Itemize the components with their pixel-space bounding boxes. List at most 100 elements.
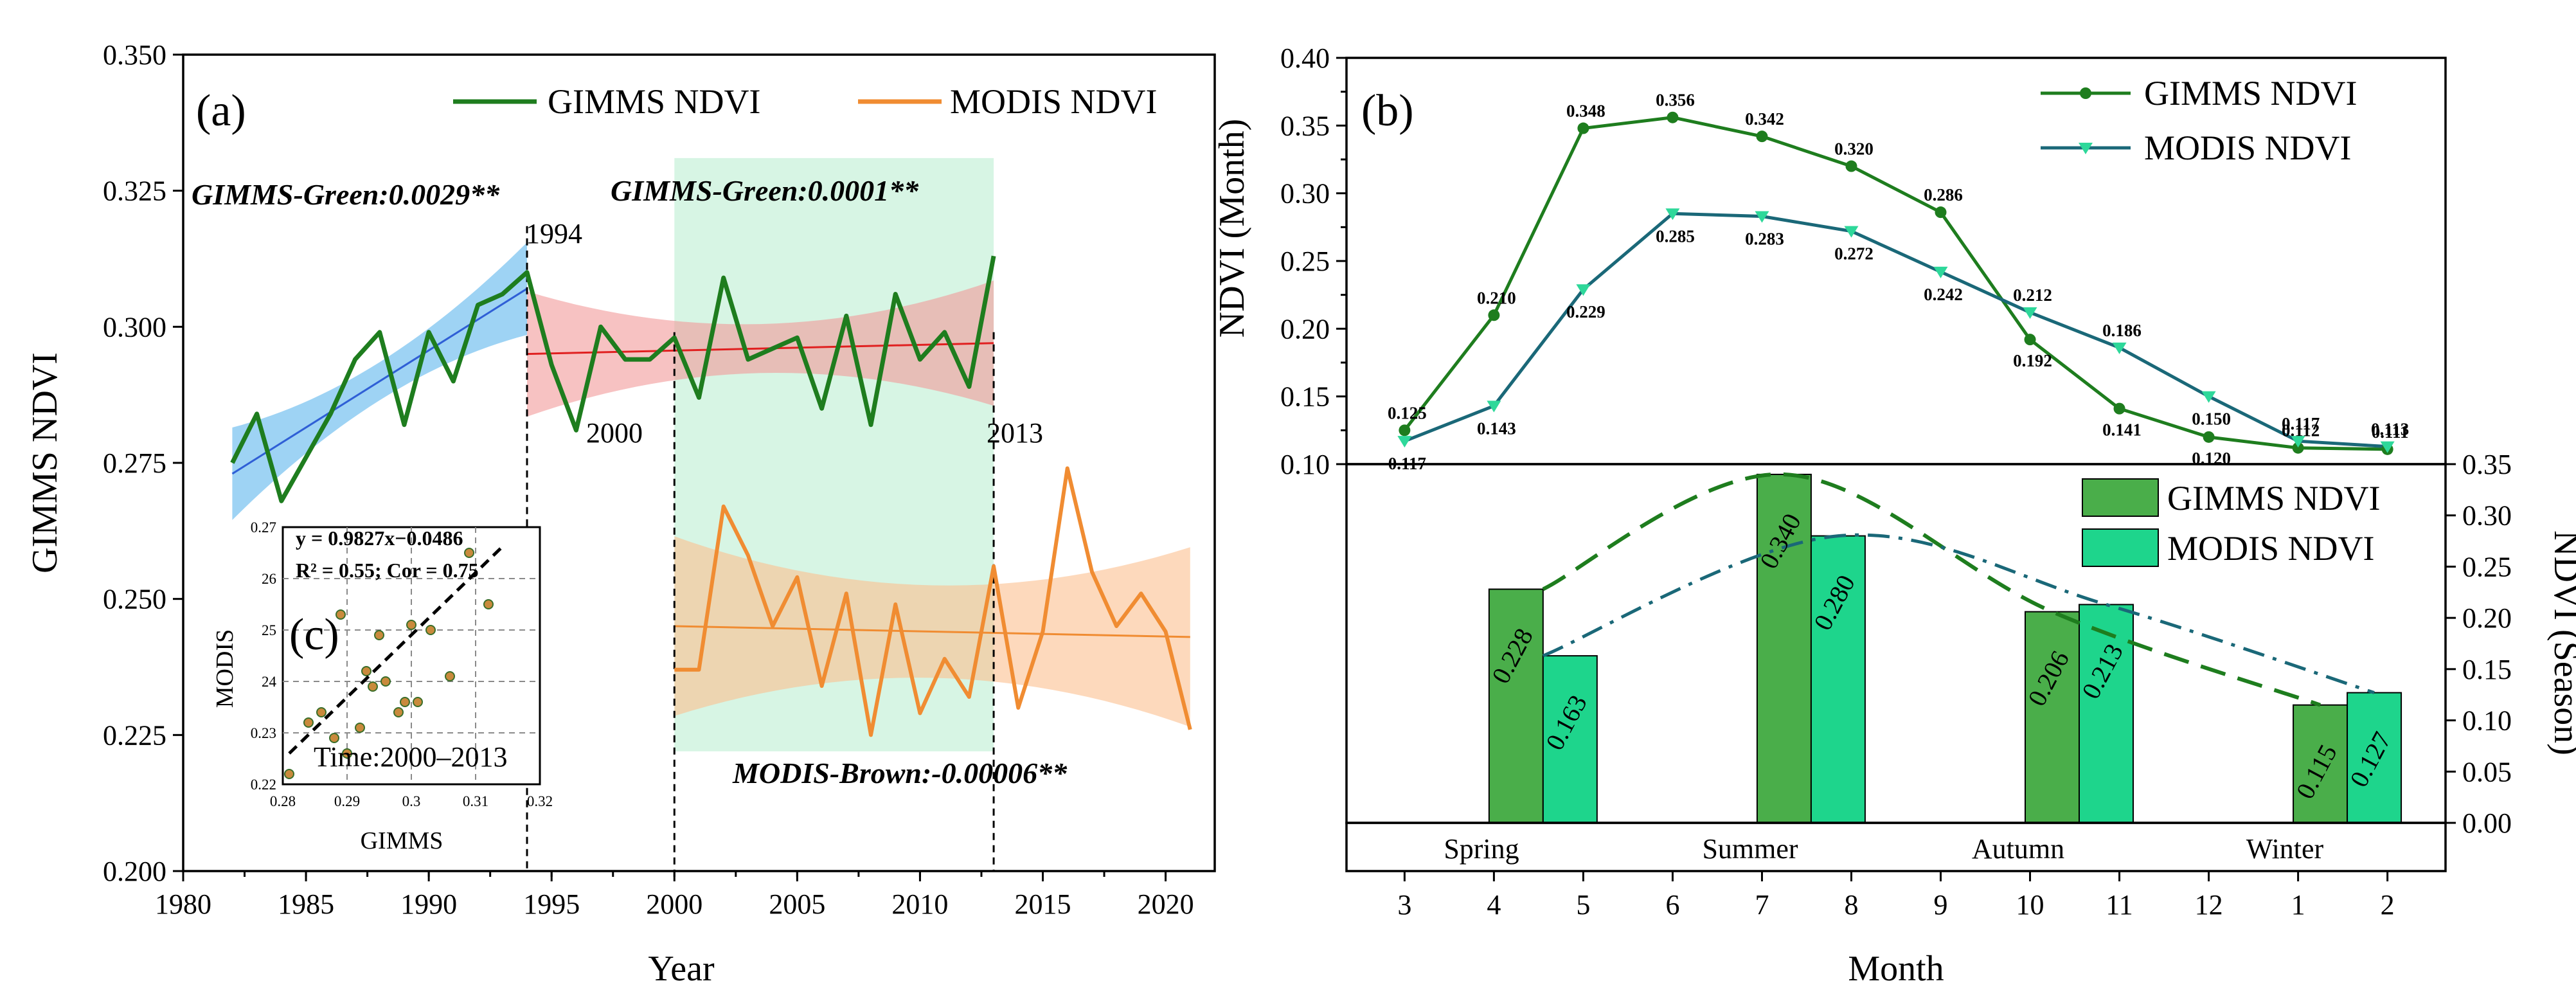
slope-label-gimms-early: GIMMS-Green:0.0029** xyxy=(192,178,500,211)
gimms-month-point xyxy=(2113,402,2125,415)
modis-month-point xyxy=(1755,211,1769,223)
top-y-tick-label: 0.10 xyxy=(1280,449,1330,480)
cat-summer: Summer xyxy=(1702,833,1798,865)
inset-point xyxy=(464,548,474,558)
monthly-markers: 0.125 0.210 0.348 0.356 0.342 0.320 0.286 0.192… xyxy=(1388,91,2409,473)
month-tick-label: 11 xyxy=(2106,889,2133,921)
gimms-month-point xyxy=(1845,160,1857,172)
inset-point xyxy=(380,676,391,687)
x-tick-label: 2005 xyxy=(769,888,825,920)
inset-point xyxy=(445,671,455,681)
inset-x-tick-label: 0.31 xyxy=(463,793,488,809)
legend-bottom-modis-swatch xyxy=(2082,528,2159,567)
bar-modis-autumn xyxy=(2079,604,2134,824)
gimms-ndvi-line xyxy=(230,255,996,503)
x-tick-label: 1985 xyxy=(278,888,334,920)
month-tick-label: 7 xyxy=(1755,889,1769,921)
slope-label-gimms-late: GIMMS-Green:0.0001** xyxy=(611,174,919,207)
modis-month-label: 0.117 xyxy=(2282,414,2320,433)
inset-equation: y = 0.9827x−0.0486 xyxy=(296,526,463,550)
y-tick-label: 0.225 xyxy=(103,719,166,751)
gimms-month-label: 0.141 xyxy=(2102,420,2142,440)
seasonal-gimms-curve xyxy=(1542,472,2321,707)
inset-point xyxy=(303,717,314,728)
modis-month-point xyxy=(1933,266,1948,278)
bottom-y-tick-label: 0.30 xyxy=(2462,500,2512,532)
inset-point xyxy=(400,697,410,707)
modis-month-label: 0.186 xyxy=(2102,321,2142,340)
cat-autumn: Autumn xyxy=(1972,833,2064,865)
x-tick-label: 1995 xyxy=(523,888,580,920)
inset-point xyxy=(374,630,384,640)
x-tick-label: 1990 xyxy=(400,888,457,920)
inset-y-tick-label: 25 xyxy=(262,622,276,638)
cat-winter: Winter xyxy=(2246,833,2324,865)
inset-x-title: GIMMS xyxy=(361,827,443,854)
gimms-month-point xyxy=(2292,442,2304,454)
y-tick-label: 0.325 xyxy=(103,176,166,207)
month-tick-label: 9 xyxy=(1934,889,1948,921)
x-tick-label: 2015 xyxy=(1015,888,1071,920)
gimms-month-point xyxy=(1756,130,1768,143)
seasonal-modis-curve xyxy=(1542,533,2375,694)
month-tick-label: 1 xyxy=(2291,889,2305,921)
bottom-y-tick-label: 0.10 xyxy=(2462,705,2512,737)
panel-a: 1980 1985 1990 1995 2000 2005 2010 2015 2020 0.20… xyxy=(25,39,1216,989)
inset-point xyxy=(393,707,404,717)
panel-b-ticks: 0.10 0.15 0.20 0.25 0.30 0.35 0.40 0.00 0.05 0.10… xyxy=(1280,42,2512,921)
modis-month-label: 0.285 xyxy=(1656,226,1695,246)
gimms-month-label: 0.210 xyxy=(1477,288,1516,307)
inset-point xyxy=(355,723,365,733)
month-tick-label: 8 xyxy=(1844,889,1858,921)
month-tick-label: 4 xyxy=(1487,889,1501,921)
top-y-tick-label: 0.15 xyxy=(1280,381,1330,413)
x-tick-label: 1980 xyxy=(155,888,211,920)
inset-panel-label: (c) xyxy=(289,610,339,660)
modis-ndvi-line xyxy=(674,466,1192,737)
modis-month-point xyxy=(2023,307,2037,320)
modis-month-label: 0.113 xyxy=(2371,420,2409,439)
inset-point xyxy=(335,609,346,620)
month-tick-label: 10 xyxy=(2016,889,2044,921)
bar-modis-summer xyxy=(1810,535,1866,824)
panel-a-label: (a) xyxy=(196,86,246,136)
gimms-month-point xyxy=(1667,111,1679,123)
inset-point xyxy=(329,733,339,743)
month-tick-label: 6 xyxy=(1665,889,1679,921)
y-tick-label: 0.300 xyxy=(103,311,166,343)
y-tick-label: 0.200 xyxy=(103,856,166,887)
legend-gimms-label: GIMMS NDVI xyxy=(548,82,761,121)
modis-month-point xyxy=(2380,441,2395,453)
cat-spring: Spring xyxy=(1444,833,1519,865)
inset-point xyxy=(284,769,294,779)
modis-month-point xyxy=(2201,391,2216,403)
modis-month-label: 0.229 xyxy=(1566,302,1606,321)
gimms-month-label: 0.342 xyxy=(1745,109,1784,129)
modis-month-label: 0.150 xyxy=(2192,410,2231,429)
top-y-tick-label: 0.35 xyxy=(1280,110,1330,141)
x-tick-label: 2000 xyxy=(646,888,702,920)
month-tick-label: 5 xyxy=(1576,889,1590,921)
legend-top-gimms-label: GIMMS NDVI xyxy=(2144,74,2357,113)
inset-y-tick-label: 0.22 xyxy=(251,777,276,793)
inset-point xyxy=(425,625,436,635)
inset-time-note: Time:2000–2013 xyxy=(314,741,508,773)
y-tick-label: 0.250 xyxy=(103,584,166,615)
bar-gimms-winter xyxy=(2293,704,2348,824)
modis-month-point xyxy=(2291,436,2305,448)
y-axis-title: GIMMS NDVI xyxy=(25,352,65,573)
axis-ticks: 1980 1985 1990 1995 2000 2005 2010 2015 2020 0.20… xyxy=(103,39,1194,920)
monthly-modis-line xyxy=(1404,212,2388,449)
y-axis-title-bottom: NDVI (Season) xyxy=(2546,530,2576,755)
legend-modis-label: MODIS NDVI xyxy=(950,82,1158,121)
inset-y-tick-label: 26 xyxy=(262,571,276,587)
top-y-tick-label: 0.25 xyxy=(1280,246,1330,277)
gimms-month-point xyxy=(1935,206,1947,219)
top-y-tick-label: 0.20 xyxy=(1280,313,1330,345)
bottom-y-tick-label: 0.35 xyxy=(2462,449,2512,480)
panel-b-label: (b) xyxy=(1361,86,1414,136)
gimms-month-label: 0.192 xyxy=(2013,351,2052,370)
bar-modis-spring xyxy=(1542,655,1598,824)
gimms-month-point xyxy=(2203,431,2215,443)
inset-point xyxy=(406,620,416,630)
